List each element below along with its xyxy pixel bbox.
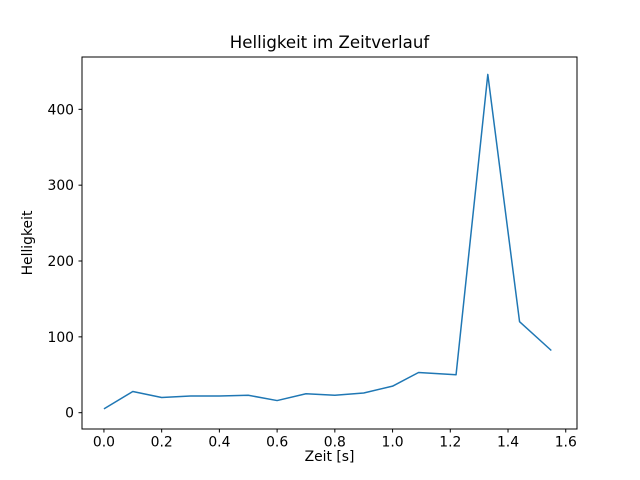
x-tick-label: 0.6: [266, 435, 288, 451]
x-tick-label: 1.6: [555, 435, 577, 451]
chart-title: Helligkeit im Zeitverlauf: [229, 33, 430, 52]
x-axis-label: Zeit [s]: [304, 449, 355, 465]
data-line: [103, 73, 552, 410]
x-tick-label: 0.4: [208, 435, 230, 451]
x-tick-label: 1.2: [439, 435, 461, 451]
y-tick-label: 100: [47, 330, 74, 346]
x-tick-label: 0.2: [151, 435, 173, 451]
axes-spines: [81, 56, 578, 430]
x-tick-label: 0.0: [93, 435, 115, 451]
x-tick-label: 1.0: [382, 435, 404, 451]
y-tick-label: 400: [47, 102, 74, 118]
x-tick-label: 0.8: [324, 435, 346, 451]
x-tick-label: 1.4: [497, 435, 519, 451]
y-tick-label: 0: [65, 406, 74, 422]
y-tick-label: 300: [47, 178, 74, 194]
y-tick-label: 200: [47, 254, 74, 270]
